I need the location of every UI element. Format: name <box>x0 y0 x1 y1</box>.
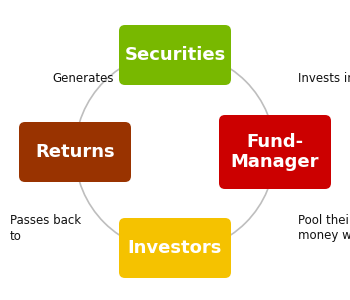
Text: Passes back
to: Passes back to <box>10 214 81 242</box>
FancyBboxPatch shape <box>19 122 131 182</box>
FancyBboxPatch shape <box>219 115 331 189</box>
Text: Returns: Returns <box>35 143 115 161</box>
Text: Investors: Investors <box>128 239 222 257</box>
Text: Pool their
money with: Pool their money with <box>298 214 350 242</box>
FancyBboxPatch shape <box>119 25 231 85</box>
Text: Invests in: Invests in <box>298 71 350 85</box>
Text: Fund-
Manager: Fund- Manager <box>231 133 319 171</box>
FancyBboxPatch shape <box>119 218 231 278</box>
Text: Securities: Securities <box>124 46 226 64</box>
Text: Generates: Generates <box>52 71 113 85</box>
